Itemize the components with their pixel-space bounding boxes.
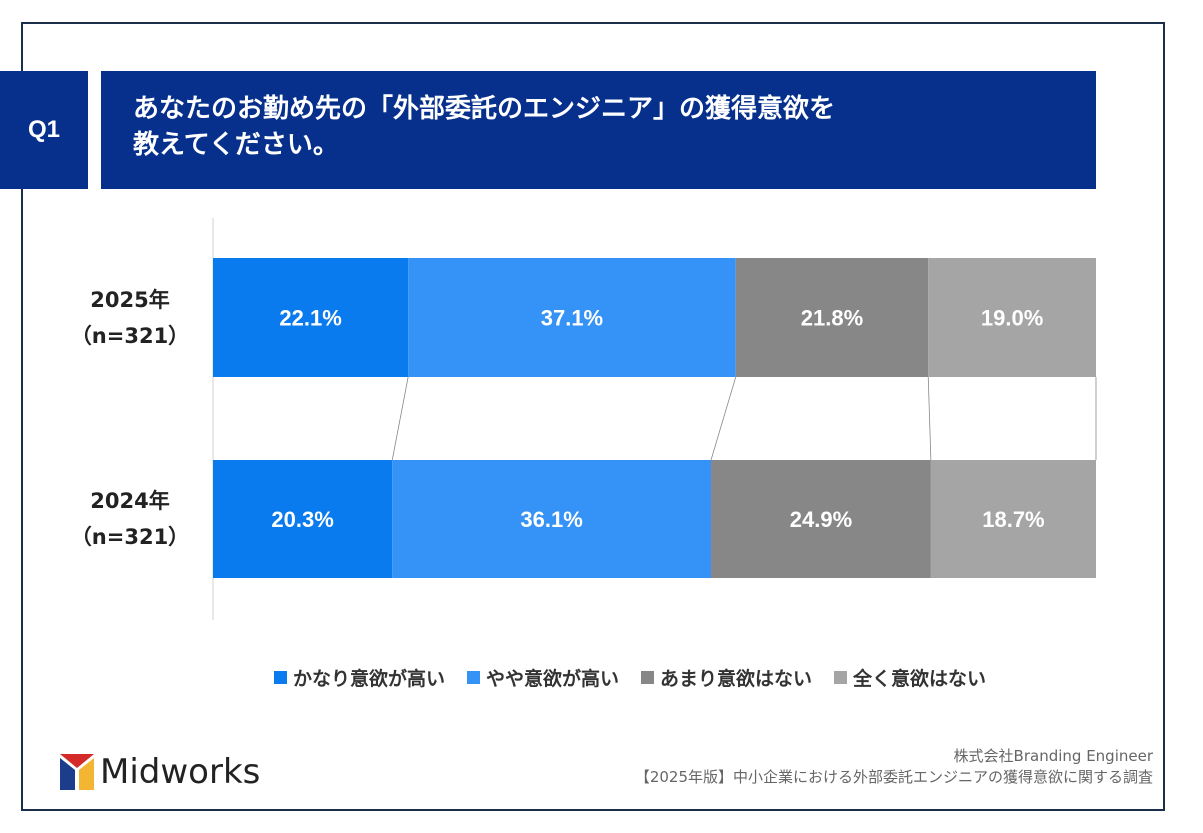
bar-segment xyxy=(928,258,1096,377)
category-year: 2024年 xyxy=(90,489,170,513)
data-label: 24.9% xyxy=(790,507,852,532)
category-n: （n=321） xyxy=(70,324,190,348)
series-connector-line xyxy=(710,376,737,461)
legend: かなり意欲が高い やや意欲が高い あまり意欲はない 全く意欲はない xyxy=(274,664,986,691)
legend-swatch xyxy=(274,671,287,684)
credit: 株式会社Branding Engineer 【2025年版】中小企業における外部… xyxy=(635,746,1153,788)
series-connector-line xyxy=(927,376,932,461)
legend-label: やや意欲が高い xyxy=(486,668,620,690)
bar-segment xyxy=(408,258,736,377)
bar-segment xyxy=(213,258,409,377)
frame-border xyxy=(21,22,1165,811)
legend-item: かなり意欲が高い xyxy=(274,664,445,691)
logo-text: Midworks xyxy=(100,752,261,792)
logo-mark-icon xyxy=(60,754,94,790)
legend-label: あまり意欲はない xyxy=(660,668,813,690)
midworks-logo: Midworks xyxy=(60,752,260,792)
title-line-1: あなたのお勤め先の「外部委託のエンジニア」の獲得意欲を xyxy=(133,94,836,124)
company-name: 株式会社Branding Engineer xyxy=(953,747,1153,765)
data-label: 21.8% xyxy=(801,306,863,331)
category-label-2024: 2024年 （n=321） xyxy=(60,483,200,555)
legend-item: 全く意欲はない xyxy=(834,664,986,691)
survey-title: 【2025年版】中小企業における外部委託エンジニアの獲得意欲に関する調査 xyxy=(634,768,1153,786)
legend-swatch xyxy=(467,671,481,684)
legend-label: 全く意欲はない xyxy=(853,668,987,690)
legend-swatch xyxy=(641,671,655,684)
title-line-2: 教えてください。 xyxy=(133,130,339,160)
legend-label: かなり意欲が高い xyxy=(293,668,446,690)
category-year: 2025年 xyxy=(90,288,170,312)
question-number: Q1 xyxy=(0,71,88,189)
question-title: あなたのお勤め先の「外部委託のエンジニア」の獲得意欲を 教えてください。 xyxy=(101,71,1096,189)
bar-segment xyxy=(392,460,712,578)
category-label-2025: 2025年 （n=321） xyxy=(60,282,200,354)
data-label: 37.1% xyxy=(541,306,603,331)
data-label: 36.1% xyxy=(520,507,582,532)
legend-item: あまり意欲はない xyxy=(641,664,812,691)
legend-swatch xyxy=(834,671,848,684)
data-label: 20.3% xyxy=(271,507,333,532)
data-label: 18.7% xyxy=(982,507,1044,532)
category-n: （n=321） xyxy=(70,525,190,549)
bar-segment xyxy=(735,258,929,377)
bar-segment xyxy=(213,460,393,578)
bar-segment xyxy=(930,460,1096,578)
legend-item: やや意欲が高い xyxy=(467,664,619,691)
bar-segment xyxy=(711,460,931,578)
series-connector-line xyxy=(391,376,409,461)
data-label: 22.1% xyxy=(279,306,341,331)
data-label: 19.0% xyxy=(981,306,1043,331)
